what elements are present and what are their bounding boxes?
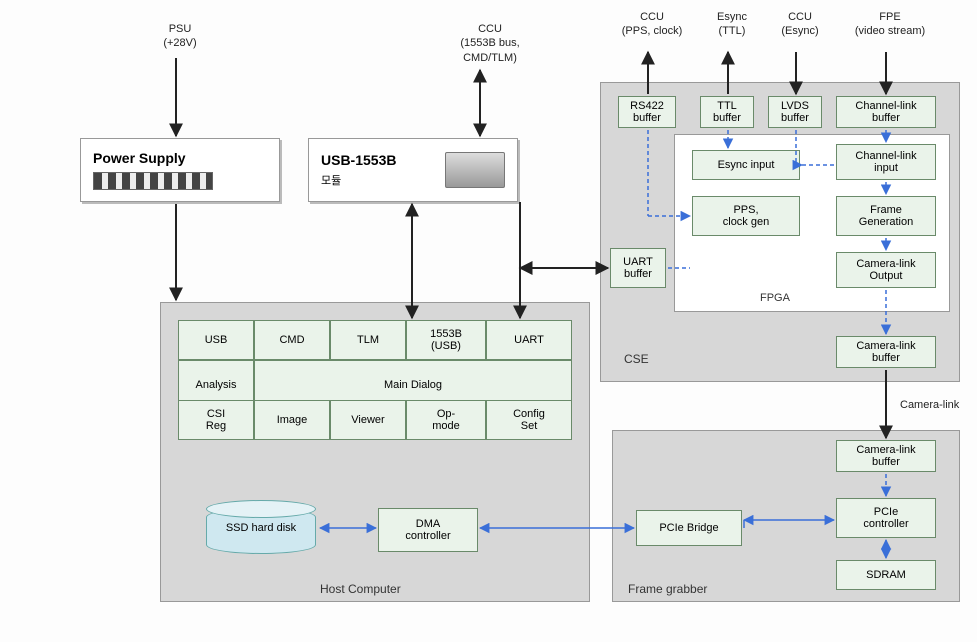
config-set-cell: ConfigSet [486, 400, 572, 440]
usb-1553b-sub: 모듈 [321, 172, 396, 188]
camera-link-label: Camera-link [900, 398, 959, 412]
ssd-label: SSD hard disk [206, 522, 316, 534]
ttl-buffer: TTLbuffer [700, 96, 754, 128]
host-region-label: Host Computer [320, 582, 401, 596]
ccu-1553-label: CCU(1553B bus,CMD/TLM) [430, 22, 550, 65]
usb-cell: USB [178, 320, 254, 360]
pcie-bridge: PCIe Bridge [636, 510, 742, 546]
rs422-buffer: RS422buffer [618, 96, 676, 128]
csi-reg-cell: CSIReg [178, 400, 254, 440]
esync-input: Esync input [692, 150, 800, 180]
pcie-controller: PCIecontroller [836, 498, 936, 538]
ccu-esync-label: CCU(Esync) [770, 10, 830, 39]
cse-region-label: CSE [624, 352, 649, 366]
frame-grabber-label: Frame grabber [628, 582, 707, 596]
1553b-usb-cell: 1553B(USB) [406, 320, 486, 360]
pps-clock-gen: PPS,clock gen [692, 196, 800, 236]
uart-cell: UART [486, 320, 572, 360]
cse-camera-link-buffer: Camera-linkbuffer [836, 336, 936, 368]
lvds-buffer: LVDSbuffer [768, 96, 822, 128]
host-grid: USB CMD TLM 1553B(USB) UART Analysis Mai… [178, 320, 572, 440]
usb-1553b-title: USB-1553B [321, 152, 396, 168]
channel-link-input: Channel-linkinput [836, 144, 936, 180]
fpe-label: FPE(video stream) [840, 10, 940, 39]
ssd-disk: SSD hard disk [206, 508, 316, 554]
cmd-cell: CMD [254, 320, 330, 360]
image-cell: Image [254, 400, 330, 440]
viewer-cell: Viewer [330, 400, 406, 440]
channel-link-buffer: Channel-linkbuffer [836, 96, 936, 128]
tlm-cell: TLM [330, 320, 406, 360]
dma-controller: DMAcontroller [378, 508, 478, 552]
esync-ttl-label: Esync(TTL) [702, 10, 762, 39]
usb-1553b-box: USB-1553B 모듈 [308, 138, 518, 202]
usb-device-icon [445, 152, 505, 188]
fg-camera-link-buffer: Camera-linkbuffer [836, 440, 936, 472]
power-supply-box: Power Supply [80, 138, 280, 202]
sdram: SDRAM [836, 560, 936, 590]
camera-link-output: Camera-linkOutput [836, 252, 936, 288]
op-mode-cell: Op-mode [406, 400, 486, 440]
frame-generation: FrameGeneration [836, 196, 936, 236]
psu-graphic [93, 172, 213, 190]
power-supply-title: Power Supply [93, 150, 186, 166]
fpga-label: FPGA [760, 292, 790, 304]
uart-buffer: UARTbuffer [610, 248, 666, 288]
ccu-pps-label: CCU(PPS, clock) [612, 10, 692, 39]
psu-label: PSU(+28V) [140, 22, 220, 51]
